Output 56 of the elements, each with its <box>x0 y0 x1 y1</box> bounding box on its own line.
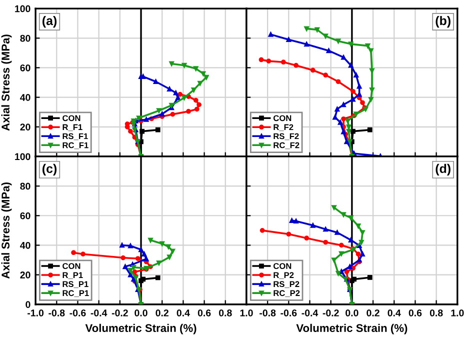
y-tick-label: 60 <box>20 64 30 72</box>
annotation: (b) <box>436 16 450 28</box>
legend-label: RC_F2 <box>274 142 300 150</box>
y-tick-label: 60 <box>20 212 30 220</box>
x-tick-label: 0.6 <box>408 310 422 316</box>
x-tick-label: 0.6 <box>198 310 211 316</box>
x-tick-label: 1.0 <box>451 310 464 316</box>
y-tick-label: 80 <box>20 34 30 42</box>
y-tick-label: 20 <box>20 272 30 278</box>
x-tick-label: -0.8 <box>48 310 65 316</box>
legend-label: RS_P1 <box>62 281 88 288</box>
x-tick-label: 0.8 <box>430 310 443 316</box>
x-tick-label: 0.2 <box>156 310 168 316</box>
y-axis-title: Axial Stress (MPa) <box>1 182 12 279</box>
x-tick-label: -0.2 <box>112 310 128 316</box>
x-tick-label: -0.6 <box>70 310 86 316</box>
legend-label: CON <box>62 263 80 270</box>
x-tick-label: 0.2 <box>366 310 380 316</box>
legend-label: CON <box>62 115 80 122</box>
x-tick-label: -1.0 <box>28 310 44 316</box>
y-tick-label: 100 <box>15 153 30 160</box>
x-tick-label: 1.0 <box>240 310 253 316</box>
legend-label: R_F1 <box>62 124 82 132</box>
legend-label: RS_F1 <box>62 133 88 140</box>
legend-label: RS_P2 <box>274 281 300 288</box>
y-tick-label: 40 <box>20 94 30 101</box>
legend-label: R_P2 <box>274 272 294 279</box>
annotation: (a) <box>42 16 57 28</box>
annotation: (c) <box>42 164 57 176</box>
legend-label: R_F2 <box>274 124 294 132</box>
x-axis-title: Volumetric Strain (%) <box>296 324 408 334</box>
x-tick-label: -0.6 <box>280 310 297 316</box>
x-tick-label: 0.0 <box>134 310 148 316</box>
x-tick-label: 0.4 <box>388 310 401 316</box>
y-axis-title: Axial Stress (MPa) <box>1 34 12 131</box>
x-tick-label: 0.8 <box>219 310 232 316</box>
y-tick-label: 0 <box>26 301 30 308</box>
x-tick-label: -0.4 <box>90 310 108 316</box>
legend-label: R_P1 <box>62 272 83 279</box>
x-tick-label: 0.0 <box>346 310 358 316</box>
legend-label: CON <box>273 263 292 270</box>
x-tick-label: 0.4 <box>176 310 190 316</box>
annotation: (d) <box>436 164 450 176</box>
legend-label: RC_P2 <box>274 290 300 297</box>
x-tick-label: -0.8 <box>260 310 276 316</box>
y-tick-label: 100 <box>15 5 30 12</box>
y-tick-label: 40 <box>20 242 30 249</box>
legend-label: CON <box>273 115 292 122</box>
legend-label: RS_F2 <box>274 133 299 140</box>
x-tick-label: -0.4 <box>302 310 318 316</box>
legend-label: RC_F1 <box>62 142 88 150</box>
x-axis-title: Volumetric Strain (%) <box>85 324 196 334</box>
y-tick-label: 80 <box>20 182 30 190</box>
x-tick-label: -0.2 <box>322 310 339 316</box>
legend-label: RC_P1 <box>62 290 89 297</box>
y-tick-label: 20 <box>20 124 30 130</box>
